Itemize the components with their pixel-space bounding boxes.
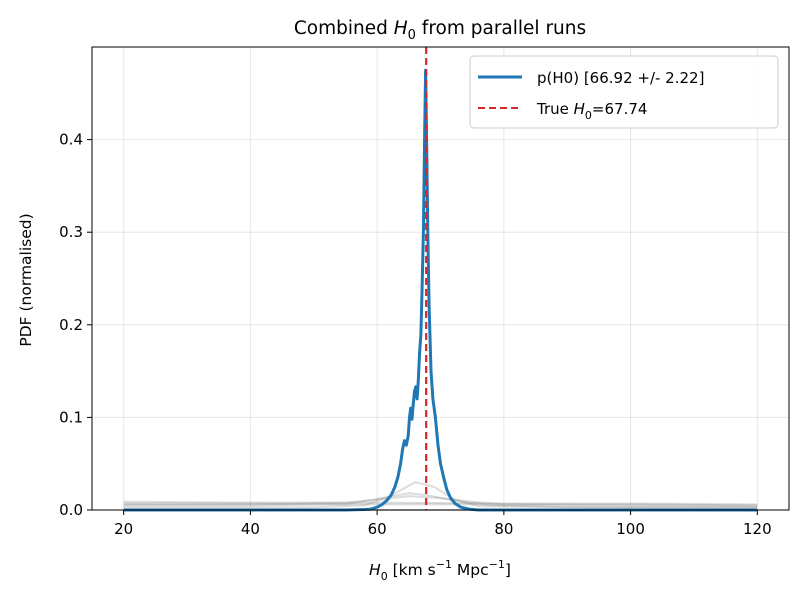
- x-tick-label: 40: [241, 520, 260, 538]
- legend-box: [469, 55, 779, 129]
- background-run-line: [123, 481, 758, 510]
- plot-frame: [91, 46, 790, 511]
- x-tick-label: 100: [616, 520, 645, 538]
- y-axis-label: PDF (normalised): [17, 213, 35, 346]
- series-layer: [123, 47, 758, 512]
- y-axis: 0.0 0.1 0.2 0.3 0.4: [59, 131, 92, 519]
- y-tick-label: 0.0: [59, 501, 83, 519]
- x-tick-label: 20: [114, 520, 133, 538]
- legend: p(H0) [66.92 +/- 2.22] True H0=67.74: [469, 55, 779, 129]
- background-run-line: [123, 495, 758, 508]
- legend-label-posterior: p(H0) [66.92 +/- 2.22]: [537, 69, 704, 87]
- y-tick-label: 0.2: [59, 316, 83, 334]
- y-tick-label: 0.4: [59, 131, 83, 149]
- background-runs: [123, 481, 758, 511]
- background-run-line: [123, 502, 758, 507]
- x-tick-label: 60: [368, 520, 387, 538]
- y-tick-label: 0.3: [59, 223, 83, 241]
- x-tick-label: 120: [743, 520, 772, 538]
- legend-label-true-h0: True H0=67.74: [536, 100, 647, 122]
- x-tick-label: 80: [494, 520, 513, 538]
- x-axis: 20 40 60 80 100 120: [114, 510, 772, 538]
- x-axis-label: H0 [km s−1 Mpc−1]: [369, 558, 511, 583]
- y-tick-label: 0.1: [59, 408, 83, 426]
- chart-title: Combined H0 from parallel runs: [294, 18, 586, 43]
- background-run-line: [123, 492, 758, 509]
- posterior-line: [123, 68, 758, 512]
- background-run-line: [123, 500, 758, 506]
